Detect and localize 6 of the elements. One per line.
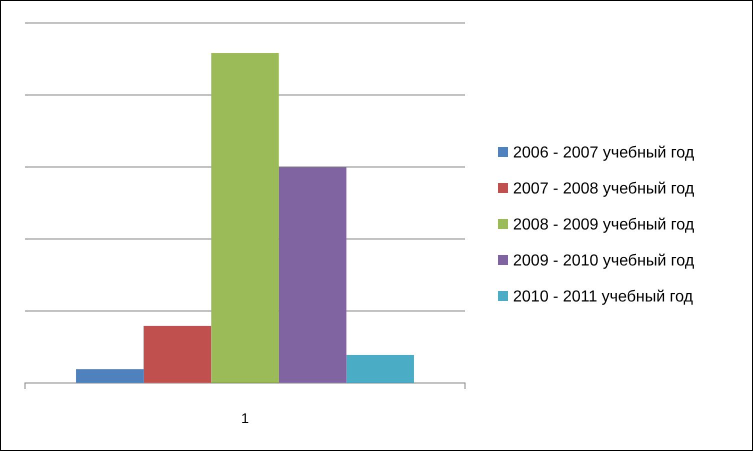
legend-label: 2010 - 2011 учебный год xyxy=(513,288,694,306)
legend-label: 2006 - 2007 учебный год xyxy=(513,144,695,162)
legend-label: 2007 - 2008 учебный год xyxy=(513,180,695,198)
legend-label: 2008 - 2009 учебный год xyxy=(513,216,695,234)
x-tick-label: 1 xyxy=(241,410,250,426)
legend-label: 2009 - 2010 учебный год xyxy=(513,252,695,270)
